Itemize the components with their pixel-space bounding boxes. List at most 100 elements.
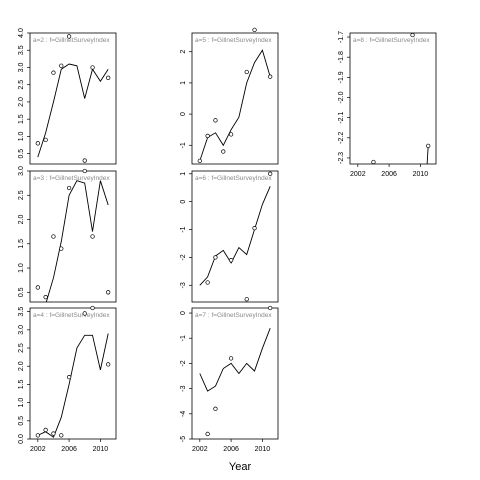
panel-frame bbox=[29, 170, 117, 303]
y-tick-label: 3.0 bbox=[18, 325, 25, 335]
series-line bbox=[199, 328, 271, 392]
data-point bbox=[252, 27, 257, 33]
panel-frame bbox=[349, 32, 437, 165]
panel-frame bbox=[29, 307, 117, 440]
panel-label: a=8 : f=GillnetSurveyIndex bbox=[353, 37, 430, 44]
x-tick-label: 2002 bbox=[192, 446, 208, 453]
data-point bbox=[59, 433, 64, 438]
panel-label: a=5 : f=GillnetSurveyIndex bbox=[195, 37, 272, 44]
y-tick-label: 1 bbox=[180, 81, 187, 85]
data-point bbox=[244, 297, 249, 302]
y-tick-label: 3.5 bbox=[18, 307, 25, 317]
panel-data bbox=[199, 328, 271, 392]
y-tick-label: 2.5 bbox=[18, 80, 25, 90]
y-tick-label: -2.0 bbox=[338, 91, 345, 103]
data-point bbox=[221, 149, 226, 154]
data-point bbox=[35, 285, 40, 290]
y-tick-label: 0.5 bbox=[18, 416, 25, 426]
y-tick-label: -1 bbox=[180, 142, 187, 148]
panel-label: a=2 : f=GillnetSurveyIndex bbox=[33, 37, 110, 44]
y-tick-label: -1.9 bbox=[338, 71, 345, 83]
x-tick-label: 2006 bbox=[381, 171, 397, 178]
panel-4: a=3 : f=GillnetSurveyIndex 0.5 1.0 1.5 2.0 2.… bbox=[18, 166, 117, 303]
data-point bbox=[228, 356, 234, 361]
x-axis-title: Year bbox=[229, 461, 252, 473]
y-tick-label: -3 bbox=[180, 385, 187, 391]
x-tick-label: 2006 bbox=[223, 446, 239, 453]
y-tick-label: 2.0 bbox=[18, 97, 25, 107]
panel-label: a=7 : f=GillnetSurveyIndex bbox=[195, 312, 272, 319]
y-tick-label: 3.0 bbox=[18, 63, 25, 73]
y-tick-label: 1.0 bbox=[18, 398, 25, 408]
series-line bbox=[426, 145, 429, 164]
y-tick-label: -5 bbox=[180, 436, 187, 442]
y-tick-label: 0 bbox=[180, 200, 187, 204]
data-point bbox=[43, 427, 48, 433]
data-point bbox=[205, 431, 210, 437]
y-tick-label: -2.3 bbox=[338, 152, 345, 164]
y-tick-label: 3.0 bbox=[18, 166, 25, 176]
panel-frame bbox=[29, 32, 117, 165]
data-point bbox=[213, 406, 218, 411]
y-tick-label: -1 bbox=[180, 226, 187, 232]
panel-label: a=4 : f=GillnetSurveyIndex bbox=[33, 312, 110, 319]
data-point bbox=[90, 305, 95, 311]
data-point bbox=[66, 185, 72, 191]
data-point bbox=[410, 32, 415, 38]
y-tick-label: -2.1 bbox=[338, 112, 345, 124]
x-tick-label: 2002 bbox=[30, 446, 46, 453]
y-tick-label: 2.0 bbox=[18, 361, 25, 371]
data-point bbox=[59, 63, 64, 68]
x-tick-label: 2010 bbox=[413, 171, 429, 178]
panel-7: a=7 : f=GillnetSurveyIndex -5 -4 -3 -2 -1 0 200… bbox=[180, 305, 279, 453]
y-tick-label: -3 bbox=[180, 282, 187, 288]
y-tick-label: 0 bbox=[180, 112, 187, 116]
data-point bbox=[35, 433, 40, 438]
panel-frame bbox=[191, 170, 279, 303]
data-point bbox=[90, 234, 95, 239]
chart-panels: a=2 : f=GillnetSurveyIndex 0.5 1.0 1.5 2.0 2.… bbox=[18, 27, 437, 453]
data-point bbox=[244, 69, 249, 75]
y-tick-label: 0 bbox=[180, 311, 187, 315]
y-tick-label: -4 bbox=[180, 411, 187, 417]
y-tick-label: 1.0 bbox=[18, 131, 25, 141]
series-line bbox=[45, 180, 109, 302]
data-point bbox=[106, 290, 111, 295]
data-point bbox=[66, 374, 72, 380]
data-point bbox=[43, 294, 48, 300]
data-point bbox=[59, 246, 64, 251]
y-tick-label: -2 bbox=[180, 360, 187, 366]
y-tick-label: 1.0 bbox=[18, 263, 25, 273]
data-point bbox=[252, 225, 257, 231]
panel-data bbox=[37, 333, 109, 438]
data-point bbox=[197, 158, 202, 164]
y-tick-label: -1 bbox=[180, 335, 187, 341]
data-point bbox=[106, 362, 111, 367]
panel-data bbox=[199, 186, 271, 286]
data-point bbox=[35, 141, 40, 146]
series-line bbox=[199, 49, 271, 162]
panel-1: a=2 : f=GillnetSurveyIndex 0.5 1.0 1.5 2.0 2.… bbox=[18, 28, 117, 165]
data-point bbox=[228, 258, 234, 263]
panel-data bbox=[45, 180, 109, 302]
y-tick-label: 1.5 bbox=[18, 239, 25, 249]
data-point bbox=[51, 70, 56, 75]
series-line bbox=[37, 333, 109, 438]
y-tick-label: 0.5 bbox=[18, 149, 25, 159]
data-point bbox=[426, 143, 431, 149]
y-tick-label: 0.0 bbox=[18, 434, 25, 444]
panel-frame bbox=[191, 32, 279, 165]
data-point bbox=[268, 305, 273, 311]
x-tick-label: 2006 bbox=[61, 446, 77, 453]
panel-2: a=5 : f=GillnetSurveyIndex -1 0 1 2 bbox=[180, 27, 279, 165]
y-tick-label: -1.7 bbox=[338, 31, 345, 43]
panel-data bbox=[199, 49, 271, 162]
panel-data bbox=[426, 145, 429, 164]
data-point bbox=[213, 118, 218, 123]
y-tick-label: -2.2 bbox=[338, 132, 345, 144]
x-tick-label: 2010 bbox=[255, 446, 271, 453]
y-tick-label: 2 bbox=[180, 50, 187, 54]
x-tick-label: 2010 bbox=[93, 446, 109, 453]
y-tick-label: 4.0 bbox=[18, 28, 25, 38]
